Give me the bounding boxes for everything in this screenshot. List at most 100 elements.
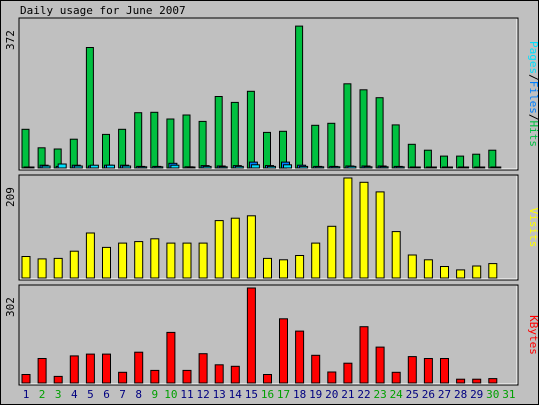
bar-hits-day-1: [21, 128, 30, 169]
bar-visits-day-20: [327, 225, 337, 279]
bar-pages-day-12: [202, 165, 212, 169]
bar-visits-day-11: [182, 242, 192, 279]
bar-visits-day-8: [134, 241, 144, 279]
bar-pages-day-28: [460, 166, 470, 169]
bar-kbytes-day-26: [423, 358, 433, 384]
bar-pages-day-7: [122, 165, 132, 169]
bar-kbytes-day-11: [182, 369, 192, 384]
bar-kbytes-day-17: [279, 318, 288, 384]
x-tick-label-7: 7: [119, 388, 126, 401]
bar-hits-day-24: [391, 124, 400, 169]
legend-part-visits-0: Visits: [527, 208, 539, 248]
bar-pages-day-21: [347, 165, 357, 169]
x-tick-label-31: 31: [502, 388, 515, 401]
bar-kbytes-day-12: [198, 353, 208, 384]
panel-kbytes-legend: KBytes: [527, 315, 539, 355]
legend-part-hits-4: Hits: [527, 121, 539, 148]
bar-kbytes-day-4: [69, 355, 79, 384]
bar-kbytes-day-2: [37, 358, 47, 384]
bar-kbytes-day-13: [214, 364, 224, 384]
x-tick-label-20: 20: [325, 388, 338, 401]
bar-pages-day-13: [218, 166, 228, 169]
bar-visits-day-10: [166, 242, 176, 279]
bar-kbytes-day-6: [102, 353, 111, 384]
bar-visits-day-4: [69, 250, 79, 279]
bar-pages-day-16: [267, 165, 276, 169]
bar-visits-day-19: [311, 242, 321, 279]
bar-pages-day-15: [250, 164, 260, 169]
bar-pages-day-27: [444, 166, 453, 169]
x-axis-labels: 1 2 3 4 5 6 7 8 9 10 11 12 13 14 15 16 17 18 19 20 21 22 23 24 2…: [23, 388, 516, 401]
x-tick-label-19: 19: [309, 388, 322, 401]
bar-pages-day-11: [186, 166, 196, 169]
bar-kbytes-day-14: [230, 365, 240, 384]
bar-kbytes-day-8: [134, 351, 144, 384]
bar-kbytes-day-30: [488, 378, 498, 384]
series-kbytes: [21, 287, 498, 384]
bar-pages-day-18: [299, 165, 309, 169]
bar-hits-day-28: [456, 155, 465, 169]
bar-kbytes-day-1: [21, 374, 31, 384]
bar-hits-day-21: [343, 83, 352, 169]
bar-kbytes-day-18: [295, 330, 305, 384]
bar-hits-day-30: [488, 149, 497, 169]
bar-visits-day-3: [53, 257, 63, 279]
x-tick-label-5: 5: [87, 388, 94, 401]
x-tick-label-21: 21: [341, 388, 354, 401]
series-visits: [21, 177, 498, 279]
x-tick-label-1: 1: [23, 388, 30, 401]
bar-kbytes-day-27: [440, 358, 449, 384]
bar-kbytes-day-5: [85, 353, 95, 384]
x-tick-label-4: 4: [71, 388, 78, 401]
x-tick-label-15: 15: [245, 388, 258, 401]
series-hits: [21, 25, 497, 169]
bar-visits-day-28: [456, 269, 466, 279]
x-tick-label-26: 26: [422, 388, 435, 401]
legend-part-hits-3: /: [527, 114, 539, 121]
bar-visits-day-13: [214, 220, 224, 279]
bar-kbytes-day-29: [472, 378, 482, 384]
x-tick-label-22: 22: [357, 388, 370, 401]
bar-pages-day-3: [57, 163, 67, 169]
bar-pages-day-10: [170, 164, 180, 169]
bar-visits-day-1: [21, 256, 31, 279]
bar-visits-day-25: [407, 254, 417, 279]
series-pages: [25, 163, 502, 169]
bar-hits-day-27: [440, 155, 448, 169]
bar-hits-day-8: [134, 112, 143, 169]
bar-pages-day-9: [154, 166, 164, 169]
bar-kbytes-day-16: [263, 374, 272, 384]
bar-visits-day-27: [440, 266, 449, 279]
x-tick-label-3: 3: [55, 388, 62, 401]
bar-visits-day-24: [391, 231, 401, 279]
bar-hits-day-10: [166, 118, 175, 169]
bar-kbytes-day-9: [150, 369, 160, 384]
bar-kbytes-day-7: [118, 371, 128, 384]
bar-visits-day-15: [246, 215, 256, 279]
bar-pages-day-14: [234, 165, 244, 169]
bar-pages-day-25: [411, 166, 421, 169]
x-tick-label-8: 8: [135, 388, 142, 401]
bar-hits-day-29: [472, 153, 481, 169]
x-tick-label-25: 25: [406, 388, 419, 401]
bar-visits-day-5: [85, 232, 95, 279]
bar-hits-day-19: [311, 124, 320, 169]
bar-hits-day-23: [375, 97, 384, 169]
panel-kbytes-max-label: 302: [4, 297, 17, 317]
bar-hits-day-13: [214, 96, 223, 169]
bar-pages-day-2: [41, 165, 51, 169]
panel-visits-legend: Visits: [527, 208, 539, 248]
x-tick-label-13: 13: [213, 388, 226, 401]
bar-visits-day-6: [102, 246, 111, 279]
bar-hits-day-16: [263, 131, 271, 169]
bar-visits-day-14: [230, 217, 240, 279]
bar-visits-day-29: [472, 265, 482, 279]
x-tick-label-2: 2: [39, 388, 46, 401]
bar-hits-day-25: [407, 143, 416, 169]
bar-hits-day-22: [359, 89, 368, 169]
x-tick-label-28: 28: [454, 388, 467, 401]
panel-hits-legend: Pages/Files/Hits: [527, 41, 539, 147]
x-tick-label-12: 12: [196, 388, 209, 401]
x-tick-label-23: 23: [373, 388, 386, 401]
